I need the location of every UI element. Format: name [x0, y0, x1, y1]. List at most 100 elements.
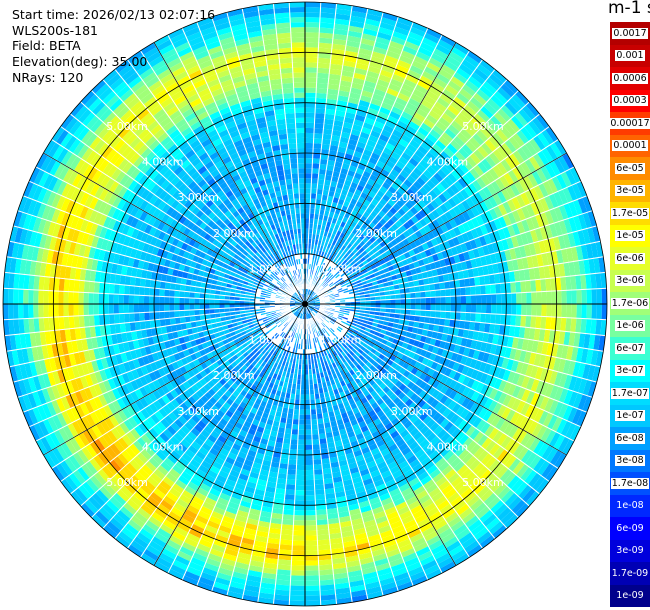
- beta-gate: [408, 262, 416, 270]
- beta-gate: [369, 130, 381, 139]
- beta-gate: [364, 246, 372, 254]
- beta-gate: [497, 108, 511, 123]
- beta-gate: [486, 98, 501, 112]
- beta-gate: [445, 248, 454, 258]
- beta-gate: [412, 88, 426, 100]
- beta-gate: [345, 255, 352, 262]
- beta-gate: [338, 90, 350, 98]
- beta-gate: [305, 72, 318, 78]
- beta-gate: [311, 168, 320, 174]
- beta-gate: [400, 304, 406, 310]
- beta-gate: [551, 176, 563, 192]
- beta-gate: [306, 294, 309, 300]
- beta-gate: [359, 191, 368, 200]
- beta-gate: [389, 289, 396, 296]
- beta-gate: [468, 136, 481, 150]
- beta-gate: [378, 74, 392, 84]
- beta-gate: [326, 164, 335, 172]
- beta-gate: [520, 315, 527, 328]
- beta-gate: [355, 230, 363, 238]
- beta-gate: [530, 279, 537, 293]
- beta-gate: [340, 244, 347, 252]
- beta-gate: [305, 87, 317, 93]
- beta-gate: [294, 489, 305, 496]
- beta-gate: [497, 228, 507, 241]
- beta-gate: [460, 242, 468, 253]
- beta-gate: [334, 273, 341, 279]
- beta-gate: [426, 179, 436, 190]
- beta-gate: [405, 74, 420, 85]
- beta-gate: [408, 197, 418, 207]
- beta-gate: [426, 240, 434, 249]
- beta-gate: [119, 313, 125, 324]
- beta-gate: [493, 205, 503, 219]
- beta-gate: [413, 202, 423, 213]
- beta-gate: [339, 80, 353, 88]
- beta-gate: [438, 68, 454, 81]
- beta-gate: [571, 304, 577, 319]
- beta-gate: [329, 244, 335, 251]
- beta-gate: [321, 268, 326, 274]
- beta-gate: [514, 112, 528, 127]
- beta-gate: [576, 304, 582, 319]
- beta-gate: [326, 93, 339, 101]
- beta-gate: [562, 153, 575, 170]
- beta-gate: [349, 268, 356, 274]
- beta-gate: [395, 64, 410, 75]
- beta-gate: [567, 185, 578, 202]
- beta-gate: [362, 85, 375, 94]
- beta-gate: [306, 294, 308, 300]
- beta-gate: [409, 26, 426, 38]
- beta-gate: [438, 116, 451, 128]
- beta-gate: [528, 138, 542, 154]
- beta-gate: [470, 228, 479, 240]
- beta-gate: [556, 290, 562, 304]
- beta-gate: [315, 265, 320, 272]
- beta-gate: [440, 165, 451, 177]
- beta-gate: [434, 260, 442, 269]
- beta-gate: [525, 280, 532, 293]
- beta-gate: [314, 297, 320, 301]
- beta-gate: [538, 240, 547, 254]
- beta-gate: [363, 272, 370, 278]
- beta-gate: [552, 236, 562, 251]
- beta-gate: [305, 37, 319, 43]
- beta-gate: [499, 125, 513, 140]
- beta-gate: [313, 138, 323, 144]
- beta-gate: [395, 160, 406, 170]
- beta-gate: [315, 271, 320, 277]
- beta-gate: [458, 88, 473, 101]
- beta-gate: [507, 169, 519, 184]
- beta-gate: [317, 183, 324, 190]
- beta-gate: [506, 304, 512, 315]
- beta-gate: [305, 32, 320, 38]
- beta-gate: [428, 86, 443, 98]
- beta-gate: [408, 249, 416, 257]
- beta-gate: [305, 158, 313, 164]
- beta-gate: [306, 289, 309, 295]
- beta-gate: [530, 315, 537, 329]
- beta-gate: [439, 318, 446, 327]
- beta-gate: [477, 161, 489, 174]
- beta-gate: [344, 278, 350, 284]
- beta-gate: [395, 142, 407, 153]
- beta-gate: [375, 116, 387, 125]
- beta-gate: [298, 424, 305, 430]
- beta-gate: [354, 114, 366, 123]
- beta-gate: [516, 164, 528, 179]
- beta-gate: [320, 7, 337, 14]
- beta-gate: [358, 47, 373, 57]
- beta-gate: [354, 250, 362, 257]
- beta-gate: [488, 220, 498, 232]
- beta-gate: [325, 169, 334, 176]
- beta-gate: [305, 404, 311, 410]
- beta-gate: [448, 208, 458, 219]
- beta-gate: [562, 233, 571, 249]
- beta-gate: [331, 201, 338, 209]
- beta-gate: [475, 294, 482, 304]
- beta-gate: [384, 189, 394, 199]
- beta-gate: [359, 131, 370, 140]
- beta-gate: [305, 67, 318, 73]
- beta-gate: [334, 110, 346, 117]
